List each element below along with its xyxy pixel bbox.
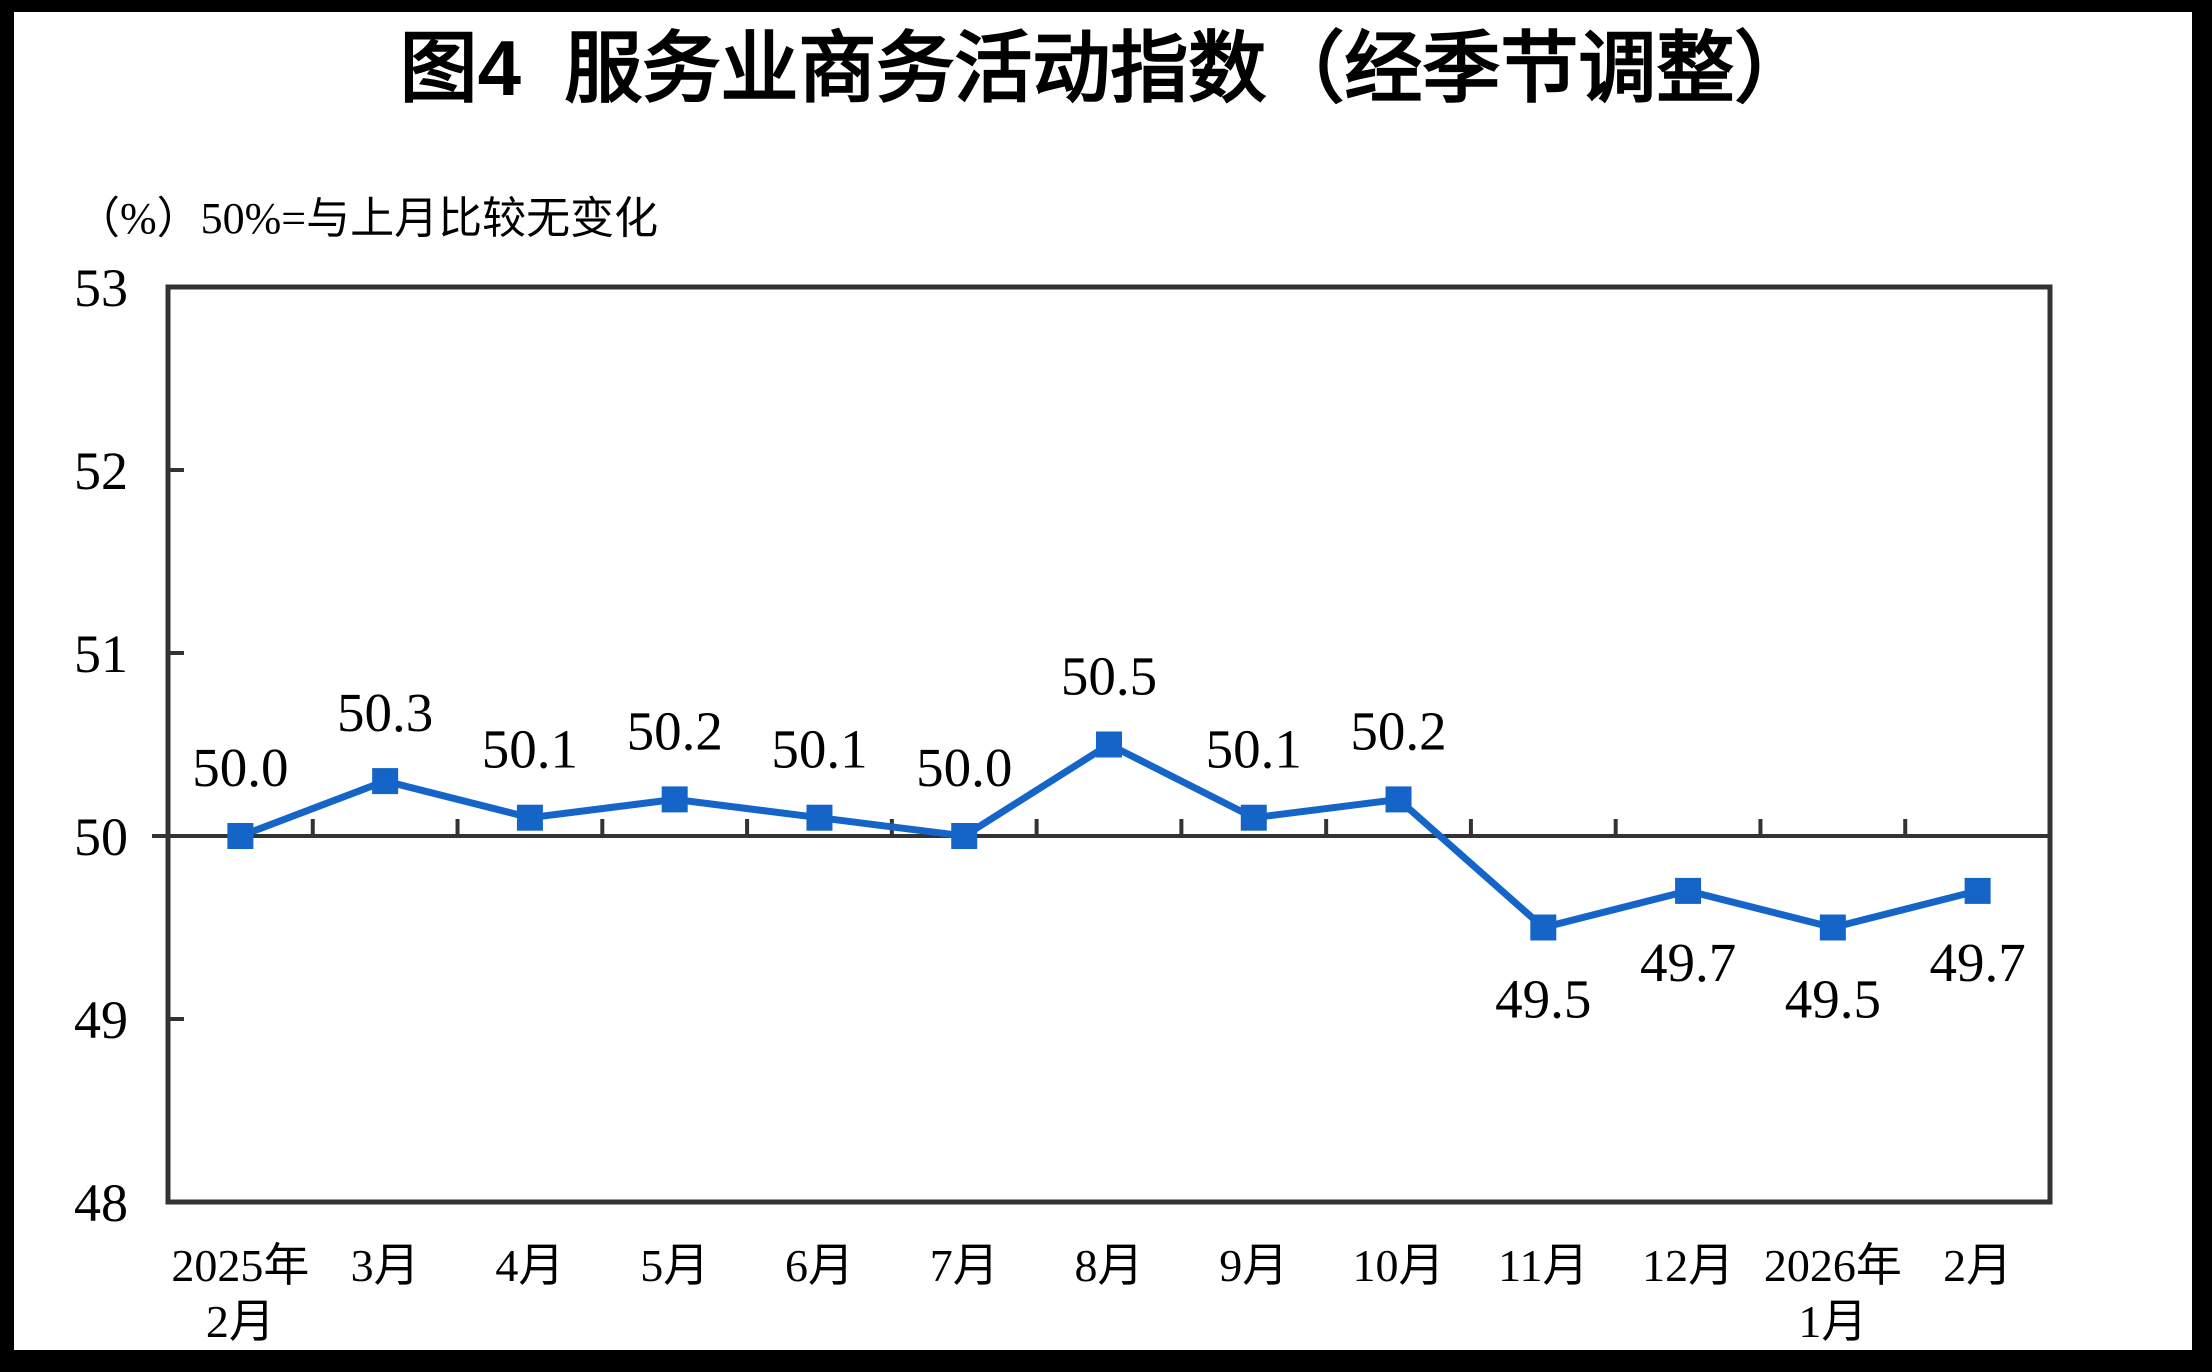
x-tick-label: 11月 [1498,1240,1588,1291]
y-tick-label: 52 [74,441,128,501]
data-point-label: 50.0 [916,737,1012,798]
axis-unit-note: （%）50%=与上月比较无变化 [76,194,659,243]
x-tick-label: 1月 [1798,1296,1867,1347]
data-point-marker [372,768,399,795]
y-tick-label: 51 [74,624,128,684]
x-tick-label: 7月 [930,1240,999,1291]
data-point-marker [1096,731,1122,758]
data-point-marker [806,804,833,831]
y-tick-label: 50 [74,807,128,867]
data-point-marker [516,804,543,831]
x-tick-label: 2026年 [1764,1240,1902,1291]
data-point-label: 49.5 [1495,969,1591,1030]
data-point-marker [1675,877,1702,904]
data-point-marker [1385,786,1412,813]
data-point-marker [661,786,688,813]
x-tick-label: 2月 [1943,1240,2012,1291]
data-point-label: 49.7 [1640,932,1736,993]
x-tick-label: 5月 [640,1240,709,1291]
data-point-label: 50.0 [192,737,288,798]
y-tick-label: 49 [74,990,128,1050]
data-point-label: 50.1 [1206,719,1302,780]
data-point-label: 50.1 [771,719,867,780]
data-point-label: 50.5 [1061,646,1157,707]
chart-canvas [14,12,2192,1350]
data-point-label: 49.5 [1785,969,1881,1030]
x-tick-label: 10月 [1353,1240,1445,1291]
data-point-label: 50.3 [337,682,433,743]
x-tick-label: 12月 [1642,1240,1734,1291]
data-point-marker [951,823,978,849]
data-point-label: 50.2 [1350,700,1446,761]
x-tick-label: 9月 [1219,1240,1288,1291]
data-point-label: 49.7 [1929,932,2025,993]
y-tick-label: 48 [74,1173,128,1233]
x-tick-label: 6月 [785,1240,854,1291]
x-tick-label: 3月 [351,1240,420,1291]
data-point-marker [1964,877,1991,904]
data-point-marker [227,823,254,849]
x-tick-label: 2月 [206,1296,275,1347]
data-point-marker [1530,914,1557,941]
data-point-marker [1240,804,1267,831]
data-point-marker [1819,914,1846,941]
data-point-label: 50.1 [482,719,578,780]
chart-title: 图4 服务业商务活动指数（经季节调整） [399,24,1813,112]
x-tick-label: 2025年 [171,1240,309,1291]
plot-frame [165,284,2053,1205]
x-tick-label: 8月 [1075,1240,1144,1291]
y-tick-label: 53 [74,258,128,318]
x-tick-label: 4月 [495,1240,564,1291]
data-point-label: 50.2 [627,700,723,761]
